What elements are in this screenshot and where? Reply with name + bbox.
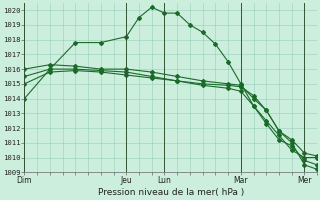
X-axis label: Pression niveau de la mer( hPa ): Pression niveau de la mer( hPa ) <box>98 188 244 197</box>
